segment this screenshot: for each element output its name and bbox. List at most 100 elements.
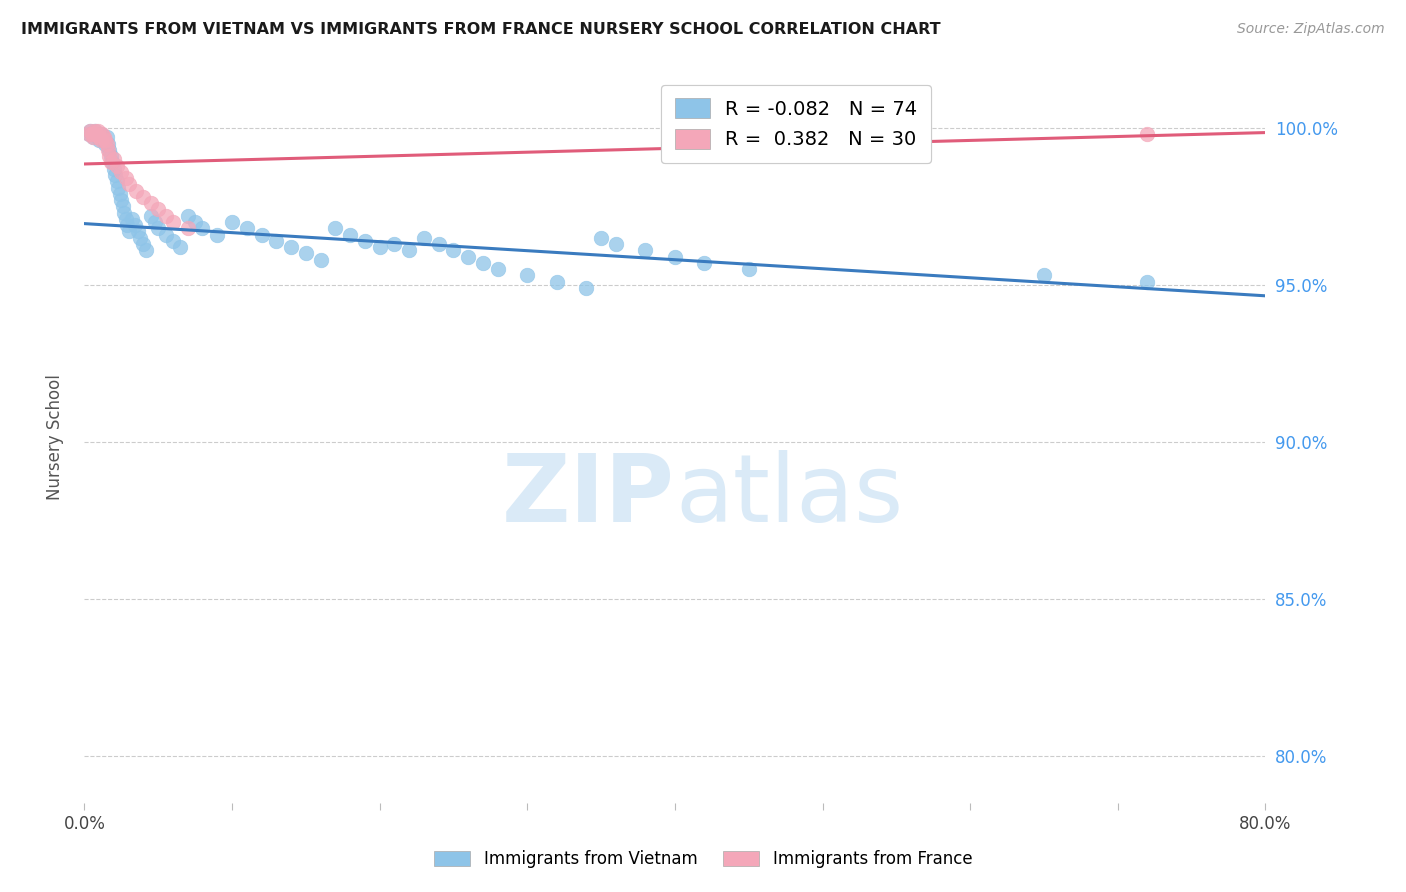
Point [139, 196, 162, 211]
Point [91, 127, 114, 141]
Point [148, 202, 170, 217]
Point [205, 227, 228, 242]
Point [605, 237, 627, 252]
Point [103, 161, 125, 176]
Point [79, 124, 101, 138]
Point [97, 143, 120, 157]
Point [86, 130, 108, 145]
Point [77, 127, 100, 141]
Point [124, 218, 146, 232]
Point [132, 237, 155, 252]
Point [83, 124, 105, 138]
Point [91, 130, 114, 145]
Point [664, 250, 686, 264]
Point [112, 205, 135, 219]
Point [177, 221, 200, 235]
Point [110, 193, 132, 207]
Point [98, 143, 121, 157]
Point [84, 127, 107, 141]
Point [121, 211, 143, 226]
Point [82, 130, 104, 145]
Point [382, 237, 406, 252]
Point [575, 281, 598, 295]
Point [80, 127, 103, 141]
Point [441, 244, 464, 258]
Point [82, 130, 104, 145]
Point [413, 231, 436, 245]
Point [83, 124, 105, 138]
Point [90, 133, 112, 147]
Point [115, 218, 138, 232]
Point [79, 124, 101, 138]
Point [139, 209, 162, 223]
Point [309, 252, 332, 267]
Point [264, 234, 288, 248]
Text: IMMIGRANTS FROM VIETNAM VS IMMIGRANTS FROM FRANCE NURSERY SCHOOL CORRELATION CHA: IMMIGRANTS FROM VIETNAM VS IMMIGRANTS FR… [21, 22, 941, 37]
Point [236, 221, 259, 235]
Point [427, 237, 450, 252]
Point [86, 124, 108, 138]
Point [89, 133, 111, 147]
Point [103, 153, 125, 167]
Point [80, 127, 103, 141]
Point [155, 227, 177, 242]
Point [101, 155, 124, 169]
Point [472, 256, 495, 270]
Point [486, 262, 509, 277]
Point [1032, 268, 1054, 283]
Point [148, 221, 170, 235]
Point [250, 227, 273, 242]
Point [90, 127, 112, 141]
Point [96, 136, 118, 151]
Point [354, 234, 377, 248]
Point [125, 184, 148, 198]
Point [162, 215, 184, 229]
Y-axis label: Nursery School: Nursery School [45, 374, 63, 500]
Point [100, 155, 122, 169]
Point [457, 250, 479, 264]
Point [105, 174, 128, 188]
Point [323, 221, 347, 235]
Point [191, 221, 214, 235]
Point [118, 178, 141, 192]
Point [1136, 275, 1159, 289]
Point [339, 227, 361, 242]
Point [94, 136, 117, 151]
Point [114, 171, 136, 186]
Point [104, 168, 127, 182]
Point [143, 215, 166, 229]
Legend: Immigrants from Vietnam, Immigrants from France: Immigrants from Vietnam, Immigrants from… [427, 844, 979, 875]
Point [118, 224, 141, 238]
Point [221, 215, 243, 229]
Point [105, 159, 128, 173]
Point [93, 133, 115, 147]
Point [97, 136, 120, 151]
Point [169, 240, 191, 254]
Point [591, 231, 613, 245]
Point [93, 130, 115, 145]
Point [132, 190, 155, 204]
Point [111, 199, 134, 213]
Point [108, 186, 131, 201]
Point [94, 133, 117, 147]
Point [77, 127, 100, 141]
Point [96, 130, 118, 145]
Point [368, 240, 391, 254]
Point [98, 149, 121, 163]
Point [129, 231, 152, 245]
Point [89, 130, 111, 145]
Point [634, 244, 657, 258]
Point [1136, 127, 1159, 141]
Point [114, 211, 136, 226]
Text: Source: ZipAtlas.com: Source: ZipAtlas.com [1237, 22, 1385, 37]
Point [162, 234, 184, 248]
Point [516, 268, 538, 283]
Point [546, 275, 568, 289]
Point [135, 244, 157, 258]
Point [886, 124, 908, 138]
Text: atlas: atlas [675, 450, 903, 541]
Legend: R = -0.082   N = 74, R =  0.382   N = 30: R = -0.082 N = 74, R = 0.382 N = 30 [661, 85, 931, 162]
Point [110, 165, 132, 179]
Point [84, 127, 107, 141]
Point [398, 244, 420, 258]
